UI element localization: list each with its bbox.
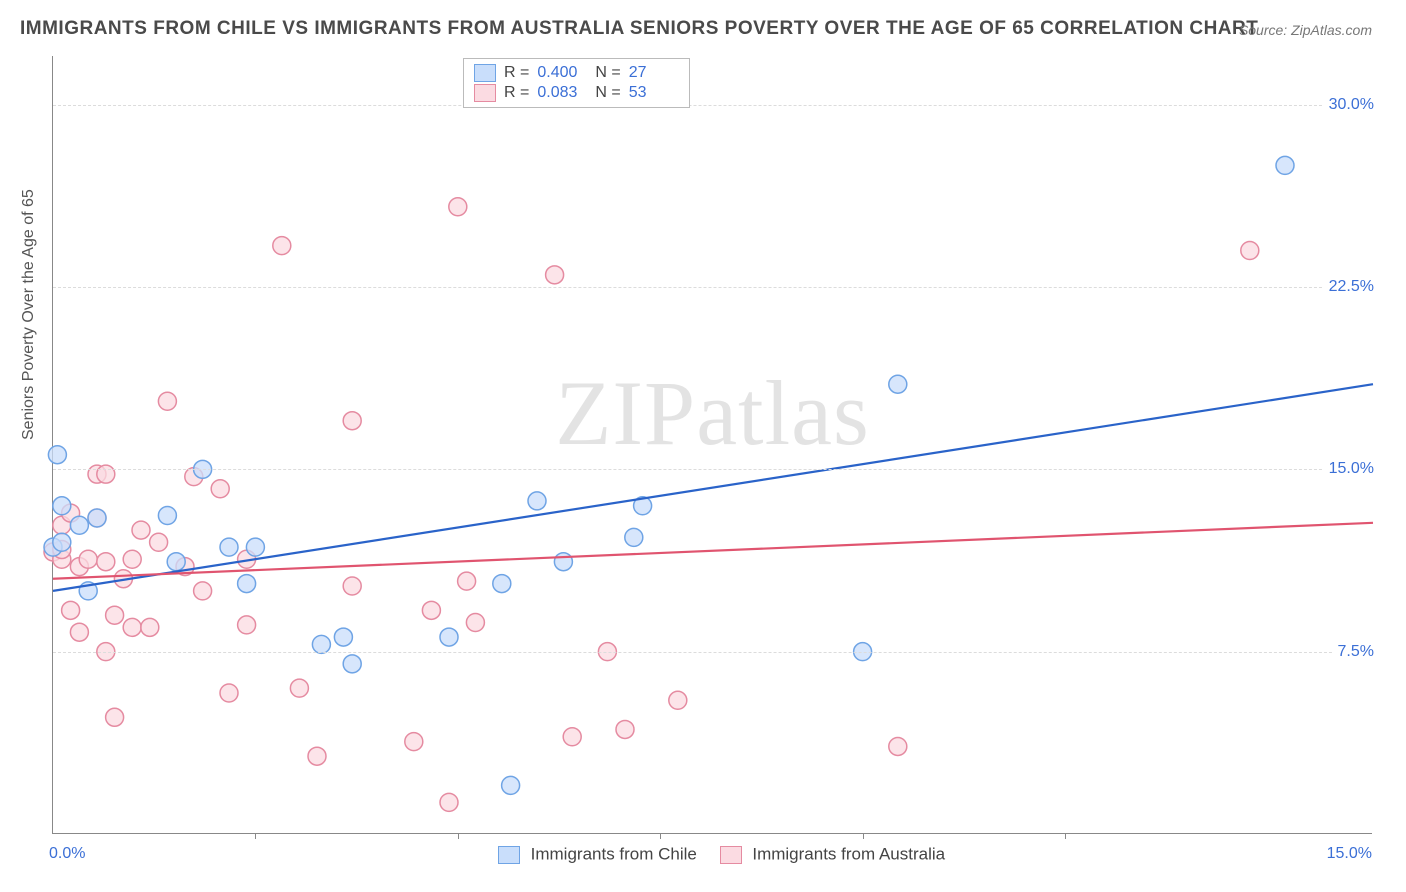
x-tick-max: 15.0% <box>1327 845 1372 863</box>
data-point <box>238 575 256 593</box>
data-point <box>70 623 88 641</box>
gridline <box>53 469 1372 470</box>
data-point <box>106 606 124 624</box>
data-point <box>97 465 115 483</box>
data-point <box>220 684 238 702</box>
data-point <box>194 582 212 600</box>
chart-plot-area: ZIPatlas R = 0.400 N = 27 R = 0.083 N = … <box>52 56 1372 834</box>
data-point <box>312 635 330 653</box>
data-point <box>246 538 264 556</box>
swatch-chile <box>474 64 496 82</box>
source-attribution: Source: ZipAtlas.com <box>1239 22 1372 38</box>
y-tick-label: 7.5% <box>1332 643 1374 661</box>
legend-label-chile: Immigrants from Chile <box>531 845 697 864</box>
legend-row-australia: R = 0.083 N = 53 <box>474 83 679 103</box>
data-point <box>616 720 634 738</box>
data-point <box>458 572 476 590</box>
data-point <box>528 492 546 510</box>
data-point <box>889 375 907 393</box>
data-point <box>466 613 484 631</box>
data-point <box>405 733 423 751</box>
swatch-australia <box>474 84 496 102</box>
data-point <box>1276 156 1294 174</box>
data-point <box>132 521 150 539</box>
data-point <box>290 679 308 697</box>
trend-line <box>53 384 1373 591</box>
y-tick-label: 30.0% <box>1323 96 1374 114</box>
y-tick-label: 22.5% <box>1323 278 1374 296</box>
data-point <box>889 737 907 755</box>
y-axis-label: Seniors Poverty Over the Age of 65 <box>20 189 38 440</box>
data-point <box>123 550 141 568</box>
data-point <box>669 691 687 709</box>
data-point <box>88 509 106 527</box>
data-point <box>53 533 71 551</box>
data-point <box>422 601 440 619</box>
data-point <box>106 708 124 726</box>
data-point <box>53 497 71 515</box>
data-point <box>546 266 564 284</box>
legend-row-chile: R = 0.400 N = 27 <box>474 63 679 83</box>
data-point <box>502 776 520 794</box>
swatch-chile-icon <box>498 846 520 864</box>
data-point <box>70 516 88 534</box>
data-point <box>308 747 326 765</box>
x-tick-mark <box>255 833 256 839</box>
data-point <box>563 728 581 746</box>
legend-label-australia: Immigrants from Australia <box>752 845 945 864</box>
chart-title: IMMIGRANTS FROM CHILE VS IMMIGRANTS FROM… <box>20 18 1258 40</box>
x-tick-min: 0.0% <box>49 845 85 863</box>
data-point <box>1241 242 1259 260</box>
data-point <box>273 237 291 255</box>
data-point <box>158 392 176 410</box>
data-point <box>440 793 458 811</box>
gridline <box>53 652 1372 653</box>
data-point <box>141 618 159 636</box>
data-point <box>220 538 238 556</box>
data-point <box>150 533 168 551</box>
data-point <box>343 412 361 430</box>
data-point <box>79 550 97 568</box>
x-tick-mark <box>863 833 864 839</box>
data-point <box>343 655 361 673</box>
gridline <box>53 105 1372 106</box>
x-tick-mark <box>458 833 459 839</box>
data-point <box>48 446 66 464</box>
data-point <box>343 577 361 595</box>
gridline <box>53 287 1372 288</box>
data-point <box>167 553 185 571</box>
x-tick-mark <box>660 833 661 839</box>
data-point <box>440 628 458 646</box>
data-point <box>211 480 229 498</box>
data-point <box>625 528 643 546</box>
data-point <box>158 507 176 525</box>
data-point <box>449 198 467 216</box>
data-point <box>123 618 141 636</box>
x-tick-mark <box>1065 833 1066 839</box>
swatch-australia-icon <box>720 846 742 864</box>
data-point <box>62 601 80 619</box>
data-point <box>97 553 115 571</box>
data-point <box>334 628 352 646</box>
scatter-svg <box>53 56 1372 833</box>
data-point <box>554 553 572 571</box>
series-legend: Immigrants from Chile Immigrants from Au… <box>53 844 1372 865</box>
data-point <box>238 616 256 634</box>
correlation-legend: R = 0.400 N = 27 R = 0.083 N = 53 <box>463 58 690 108</box>
y-tick-label: 15.0% <box>1323 460 1374 478</box>
data-point <box>493 575 511 593</box>
